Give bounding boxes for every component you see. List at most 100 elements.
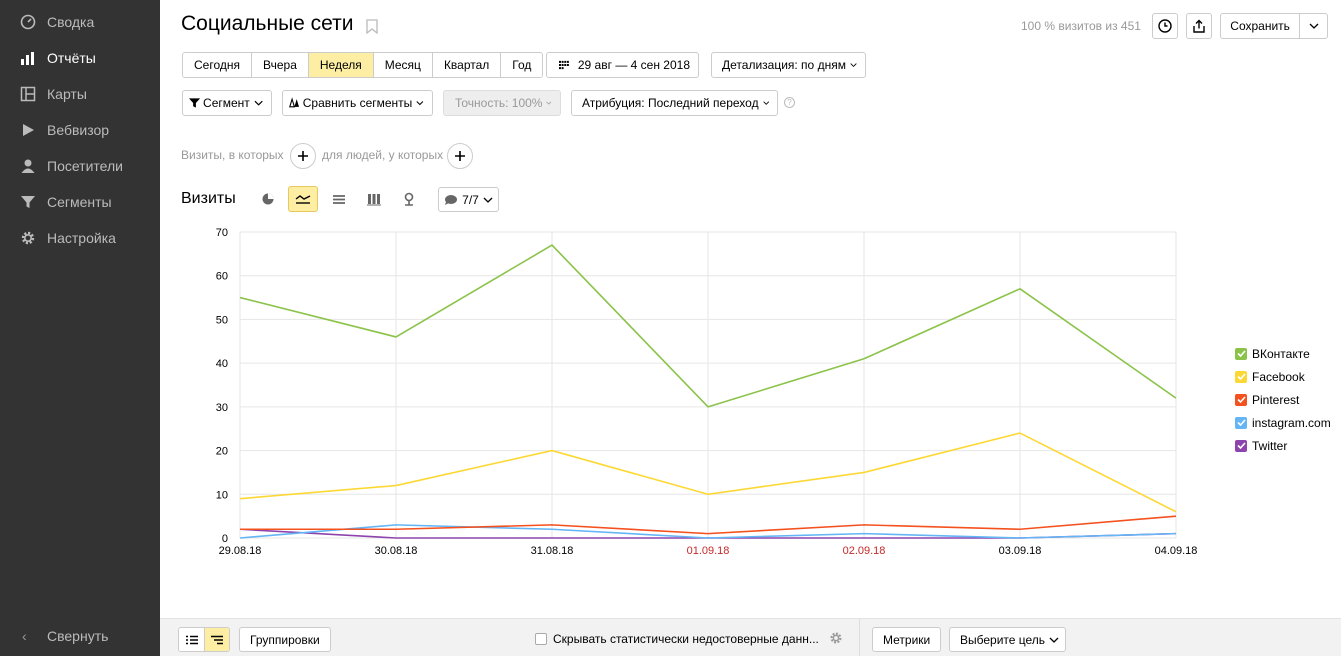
y-tick-label: 70 — [216, 227, 228, 239]
legend-checkbox[interactable] — [1235, 370, 1247, 383]
legend-checkbox[interactable] — [1235, 393, 1247, 406]
export-button[interactable] — [1186, 13, 1212, 39]
check-icon — [1236, 442, 1246, 449]
date-range-label: 29 авг — 4 сен 2018 — [577, 58, 690, 72]
period-week-button[interactable]: Неделя — [308, 53, 374, 77]
period-yesterday-button[interactable]: Вчера — [252, 53, 309, 77]
period-quarter-button[interactable]: Квартал — [432, 53, 502, 77]
groupings-button[interactable]: Группировки — [239, 627, 331, 652]
footer-divider — [859, 619, 860, 656]
legend-checkbox[interactable] — [1235, 347, 1247, 360]
x-tick-label: 03.09.18 — [999, 545, 1042, 557]
y-tick-label: 20 — [216, 446, 228, 458]
sidebar-item-segments[interactable]: Сегменты — [0, 184, 160, 220]
chart-type-line-button[interactable] — [288, 186, 318, 212]
legend-item[interactable]: Pinterest — [1235, 388, 1331, 411]
chevron-left-icon: ‹ — [22, 628, 27, 644]
sidebar-item-settings[interactable]: Настройка — [0, 220, 160, 256]
gear-icon — [21, 231, 35, 245]
sidebar-item-label: Настройка — [47, 230, 116, 246]
check-icon — [1236, 350, 1246, 357]
chevron-down-icon — [416, 101, 424, 106]
sidebar-item-webvisor[interactable]: Вебвизор — [0, 112, 160, 148]
tree-view-button[interactable] — [204, 628, 229, 651]
check-icon — [1236, 373, 1246, 380]
list-icon — [185, 635, 198, 644]
period-today-button[interactable]: Сегодня — [183, 53, 252, 77]
user-icon — [21, 159, 35, 173]
legend-label: instagram.com — [1252, 415, 1331, 430]
plus-icon — [298, 151, 308, 161]
compare-label: Сравнить сегменты — [302, 96, 413, 110]
chevron-down-icon[interactable] — [1300, 14, 1327, 38]
segment-dropdown[interactable]: Сегмент — [182, 90, 272, 116]
sidebar-item-label: Отчёты — [47, 50, 96, 66]
chart-type-pie-button[interactable] — [253, 186, 283, 212]
sidebar: Сводка Отчёты Карты Вебвизор Посетители … — [0, 0, 160, 656]
attribution-dropdown[interactable]: Атрибуция: Последний переход — [571, 90, 778, 116]
history-button[interactable] — [1152, 13, 1178, 39]
add-people-condition-button[interactable] — [447, 143, 473, 169]
help-icon[interactable]: ? — [784, 97, 795, 108]
y-tick-label: 0 — [222, 533, 228, 545]
series-line — [239, 432, 1177, 513]
period-month-button[interactable]: Месяц — [373, 53, 433, 77]
period-year-button[interactable]: Год — [501, 53, 543, 77]
detail-dropdown[interactable]: Детализация: по дням — [711, 52, 866, 78]
collapse-sidebar-button[interactable]: ‹ Свернуть — [0, 616, 160, 656]
accuracy-label: Точность: 100% — [455, 96, 543, 110]
save-label: Сохранить — [1221, 14, 1301, 38]
y-tick-label: 60 — [216, 271, 228, 283]
chart-type-bar-button[interactable] — [359, 186, 389, 212]
visits-info: 100 % визитов из 451 — [1021, 19, 1141, 33]
bookmark-icon[interactable] — [366, 19, 378, 34]
gear-icon[interactable] — [829, 631, 843, 645]
comment-icon — [445, 194, 458, 205]
visits-line-chart: 0 10 20 30 40 50 60 70 29.08.18 30.08.18 31.08.18 0… — [216, 227, 1198, 557]
compare-segments-dropdown[interactable]: Сравнить сегменты — [282, 90, 433, 116]
choose-goal-dropdown[interactable]: Выберите цель — [949, 627, 1067, 652]
clock-icon — [1158, 19, 1172, 33]
sidebar-item-maps[interactable]: Карты — [0, 76, 160, 112]
bar-chart-icon — [367, 194, 381, 206]
legend-item[interactable]: ВКонтакте — [1235, 342, 1331, 365]
x-tick-label: 04.09.18 — [1155, 545, 1198, 557]
legend-item[interactable]: Facebook — [1235, 365, 1331, 388]
check-icon — [1236, 419, 1246, 426]
sidebar-item-reports[interactable]: Отчёты — [0, 40, 160, 76]
series-line — [240, 515, 1177, 535]
chart-type-area-button[interactable] — [324, 186, 354, 212]
legend-checkbox[interactable] — [1235, 439, 1247, 452]
legend-checkbox[interactable] — [1235, 416, 1247, 429]
add-visit-condition-button[interactable] — [290, 143, 316, 169]
series-line — [239, 244, 1177, 408]
hide-unreliable-checkbox[interactable]: Скрывать статистически недостоверные дан… — [535, 632, 819, 646]
collapse-label: Свернуть — [47, 628, 109, 644]
legend-item[interactable]: instagram.com — [1235, 411, 1331, 434]
line-chart-icon — [295, 195, 311, 204]
legend-label: Pinterest — [1252, 392, 1300, 407]
sidebar-item-label: Сводка — [47, 14, 95, 30]
legend-label: Twitter — [1252, 438, 1288, 453]
save-button[interactable]: Сохранить — [1220, 13, 1328, 39]
chevron-down-icon — [762, 101, 769, 105]
date-range-button[interactable]: 29 авг — 4 сен 2018 — [546, 52, 699, 78]
metrics-button[interactable]: Метрики — [872, 627, 942, 652]
attribution-label: Атрибуция: Последний переход — [582, 96, 759, 110]
funnel-icon — [189, 98, 201, 108]
chevron-down-icon — [483, 197, 493, 203]
chart-type-map-button[interactable] — [394, 186, 424, 212]
legend-item[interactable]: Twitter — [1235, 434, 1331, 457]
period-selector: Сегодня Вчера Неделя Месяц Квартал Год — [182, 52, 544, 78]
flat-list-view-button[interactable] — [179, 628, 204, 651]
accuracy-dropdown: Точность: 100% — [443, 90, 561, 116]
choose-goal-label: Выберите цель — [960, 632, 1046, 647]
y-tick-label: 40 — [216, 358, 228, 370]
sidebar-item-visitors[interactable]: Посетители — [0, 148, 160, 184]
y-tick-label: 50 — [216, 314, 228, 326]
checkbox-box[interactable] — [535, 633, 547, 645]
share-icon — [1193, 19, 1205, 33]
tree-list-icon — [211, 635, 223, 644]
notes-dropdown[interactable]: 7/7 — [438, 187, 499, 212]
sidebar-item-summary[interactable]: Сводка — [0, 4, 160, 40]
